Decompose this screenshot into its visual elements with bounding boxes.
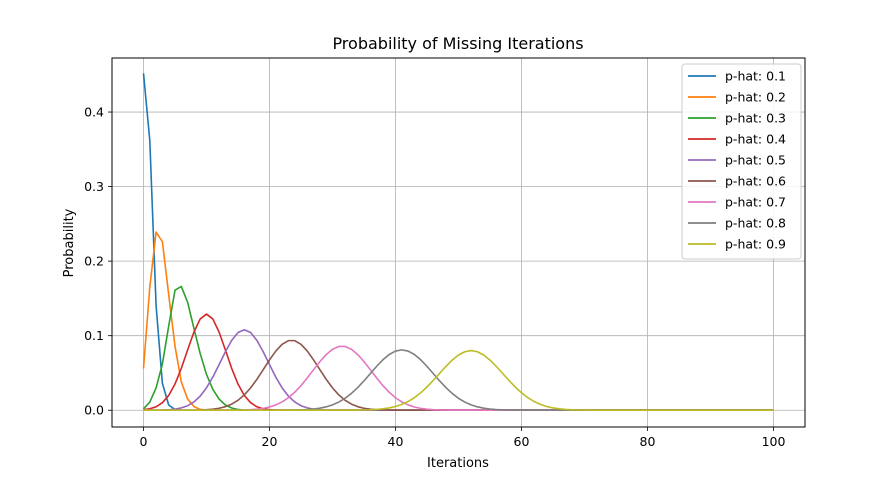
legend: p-hat: 0.1 p-hat: 0.2 p-hat: 0.3 p-hat: 0.4… [681,63,802,260]
series-line-4 [143,313,774,412]
tick-layer: 0 20 40 60 80 100 0.0 0.1 0.2 0.3 0.4 [84,105,785,449]
x-tick-label: 80 [640,434,656,449]
plot-frame [111,57,806,428]
series-line-9 [143,349,774,412]
series-line-3 [142,285,774,412]
legend-label: p-hat: 0.9 [725,237,786,252]
y-tick-label: 0.2 [84,254,104,269]
x-tick-label: 40 [388,434,404,449]
legend-label: p-hat: 0.5 [725,153,786,168]
x-tick-label: 0 [140,434,148,449]
y-axis-title: Probability [62,208,77,277]
series-layer [142,73,774,412]
legend-box [681,63,802,260]
y-tick-label: 0.4 [84,105,104,120]
y-tick-label: 0.0 [84,403,104,418]
chart-title: Probability of Missing Iterations [332,34,583,53]
legend-label: p-hat: 0.8 [725,216,786,231]
legend-label: p-hat: 0.2 [725,90,786,105]
legend-label: p-hat: 0.6 [725,174,786,189]
x-axis-title: Iterations [427,456,489,471]
y-tick-label: 0.3 [84,179,104,194]
x-tick-label: 60 [514,434,530,449]
legend-label: p-hat: 0.7 [725,195,786,210]
legend-label: p-hat: 0.1 [725,69,786,84]
series-line-6 [143,339,774,412]
series-line-1 [142,73,774,412]
x-tick-label: 100 [762,434,786,449]
legend-label: p-hat: 0.3 [725,111,786,126]
y-tick-label: 0.1 [84,328,104,343]
legend-label: p-hat: 0.4 [725,132,786,147]
x-tick-label: 20 [262,434,278,449]
